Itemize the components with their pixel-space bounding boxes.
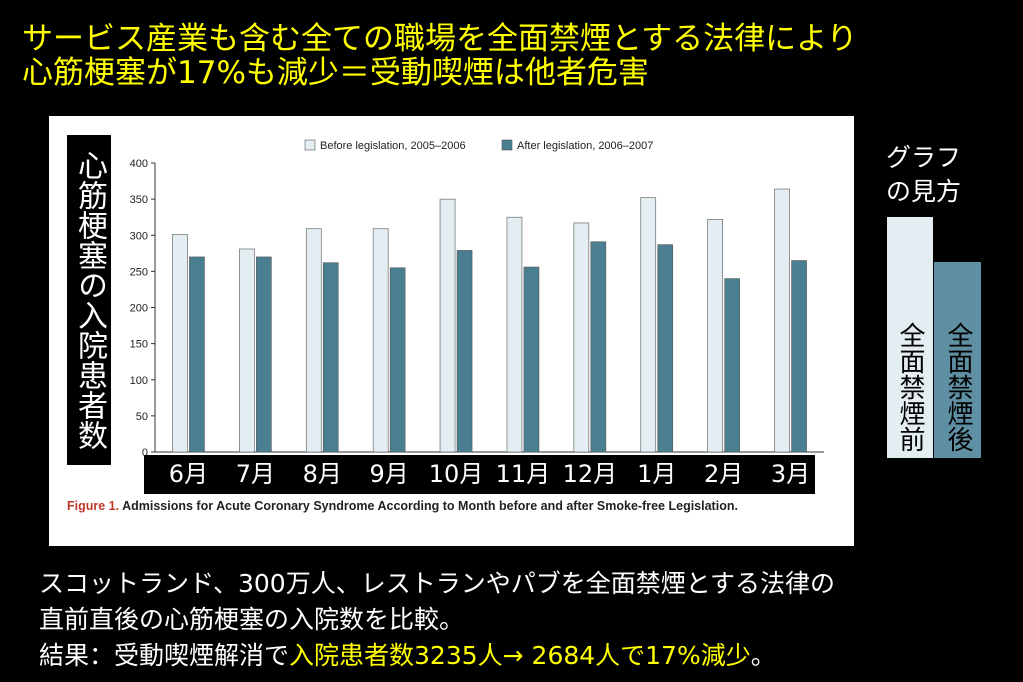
bars: [172, 188, 807, 453]
x-tick-label: 12月: [562, 460, 618, 488]
x-tick-label: 7月: [235, 460, 275, 488]
x-tick-label: 11月: [495, 460, 551, 488]
y-tick-label: 50: [136, 411, 148, 423]
bar-after-2: [256, 256, 272, 453]
summary-line-2: 直前直後の心筋梗塞の入院数を比較。: [39, 605, 465, 634]
y-tick-label: 200: [130, 303, 148, 315]
bar-before-6: [506, 216, 523, 453]
legend-swatch-after: [501, 139, 513, 151]
summary-highlight: 入院患者数3235人→ 2684人で17%減少: [289, 641, 751, 670]
caption-text: Admissions for Acute Coronary Syndrome A…: [122, 499, 738, 513]
y-tick-label: 150: [130, 339, 148, 351]
bar-after-7: [590, 241, 607, 453]
y-tick-label: 350: [130, 194, 148, 206]
x-tick-label: 10月: [428, 460, 484, 488]
y-axis-label: 心筋梗塞の入院患者数: [67, 135, 111, 465]
x-tick-label: 9月: [369, 460, 409, 488]
x-tick-label: 8月: [302, 460, 342, 488]
guide-before-swatch: 全面禁煙前: [887, 217, 933, 458]
x-tick-label: 3月: [770, 460, 811, 488]
summary-line-3: 結果：受動喫煙解消で入院患者数3235人→ 2684人で17%減少。: [39, 640, 776, 672]
bar-before-7: [573, 222, 590, 453]
guide-title-line-2: の見方: [886, 177, 962, 206]
month-labels: 6月 7月 8月 9月 10月 11月 12月 1月 2月 3月: [144, 455, 815, 494]
x-tick-label: 6月: [168, 460, 209, 488]
bar-after-9: [724, 278, 740, 453]
bar-chart: Before legislation, 2005–2006 After legis…: [130, 139, 824, 459]
y-tick-label: 250: [130, 266, 148, 278]
y-tick-label: 300: [130, 230, 148, 242]
guide-title-line-1: グラフ: [886, 143, 962, 172]
figure-caption: Figure 1. Admissions for Acute Coronary …: [67, 499, 738, 513]
caption-figure-number: Figure 1.: [67, 499, 120, 513]
y-tick-label: 400: [130, 158, 148, 170]
legend-swatch-before: [304, 139, 316, 151]
bar-after-3: [322, 262, 339, 453]
title-line-1: サービス産業も含む全ての職場を全面禁煙とする法律により: [22, 21, 858, 57]
y-tick-label: 0: [142, 447, 148, 459]
guide-before-label: 全面禁煙前: [895, 322, 925, 452]
summary-prefix: 結果：受動喫煙解消で: [39, 641, 290, 670]
guide-after-label: 全面禁煙後: [943, 322, 973, 452]
bar-before-4: [372, 228, 389, 453]
bar-before-2: [239, 248, 255, 453]
summary-line-1: スコットランド、300万人、レストランやパブを全面禁煙とする法律の: [39, 569, 835, 598]
bar-after-4: [389, 267, 406, 453]
bar-before-9: [707, 219, 723, 453]
bar-after-10: [791, 260, 807, 453]
bar-before-3: [305, 228, 322, 453]
guide-after-swatch: 全面禁煙後: [934, 262, 981, 458]
legend-label-after: After legislation, 2006–2007: [517, 140, 653, 152]
x-tick-label: 1月: [637, 460, 677, 488]
summary-suffix: 。: [750, 641, 776, 670]
bar-after-1: [189, 256, 205, 453]
bar-after-5: [456, 250, 473, 453]
bar-after-8: [657, 244, 674, 453]
bar-after-6: [523, 266, 540, 453]
bar-before-10: [774, 188, 790, 453]
title-line-2: 心筋梗塞が17%も減少＝受動喫煙は他者危害: [22, 55, 649, 91]
bar-before-5: [439, 198, 456, 453]
bar-before-8: [640, 197, 657, 453]
legend: Before legislation, 2005–2006 After legis…: [304, 139, 653, 152]
x-tick-label: 2月: [704, 460, 744, 488]
legend-label-before: Before legislation, 2005–2006: [320, 140, 466, 152]
bar-before-1: [172, 234, 188, 453]
axes: 0 50 100 150 200 250 300 350 400: [130, 158, 824, 459]
y-tick-label: 100: [130, 375, 148, 387]
guide-title: グラフ の見方: [886, 141, 961, 209]
